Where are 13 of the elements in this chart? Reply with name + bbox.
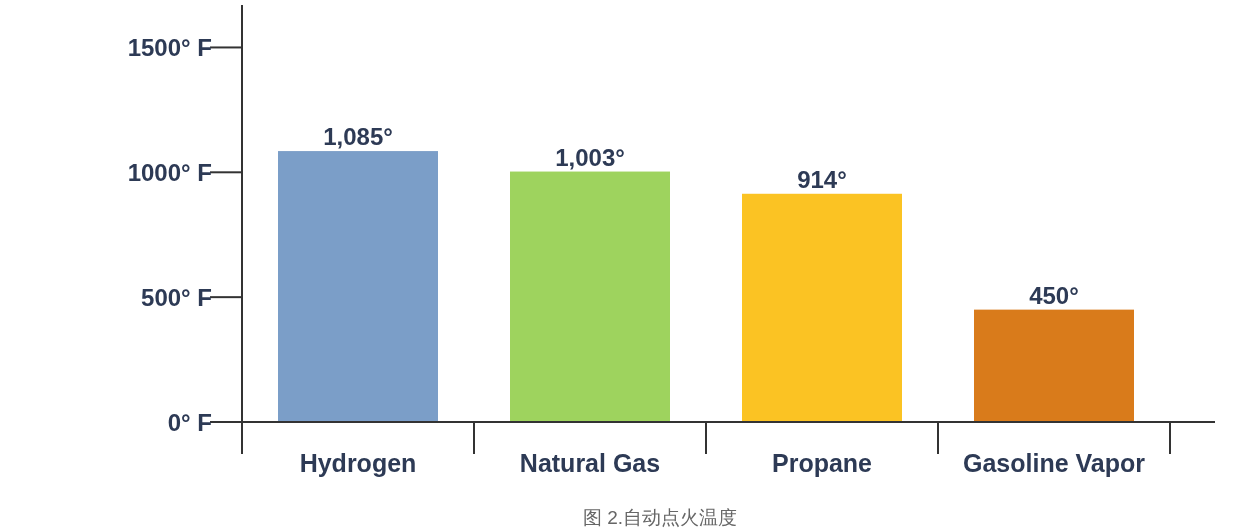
data-label: 1,085° — [323, 123, 393, 151]
data-label: 450° — [1029, 281, 1079, 309]
data-label: 914° — [797, 165, 847, 193]
y-tick-label: 1500° F — [127, 34, 212, 62]
x-tick-label: Gasoline Vapor — [962, 449, 1146, 477]
y-tick-label: 0° F — [167, 409, 212, 436]
data-label: 1,003° — [555, 143, 625, 171]
y-tick-label: 1000° F — [127, 159, 212, 187]
x-tick-label: Propane — [771, 449, 873, 477]
x-tick-label: Natural Gas — [519, 449, 661, 477]
caption: 图 2.自动点火温度 — [582, 507, 738, 528]
x-tick-label: Hydrogen — [299, 449, 417, 477]
y-tick-label: 500° F — [141, 284, 212, 312]
